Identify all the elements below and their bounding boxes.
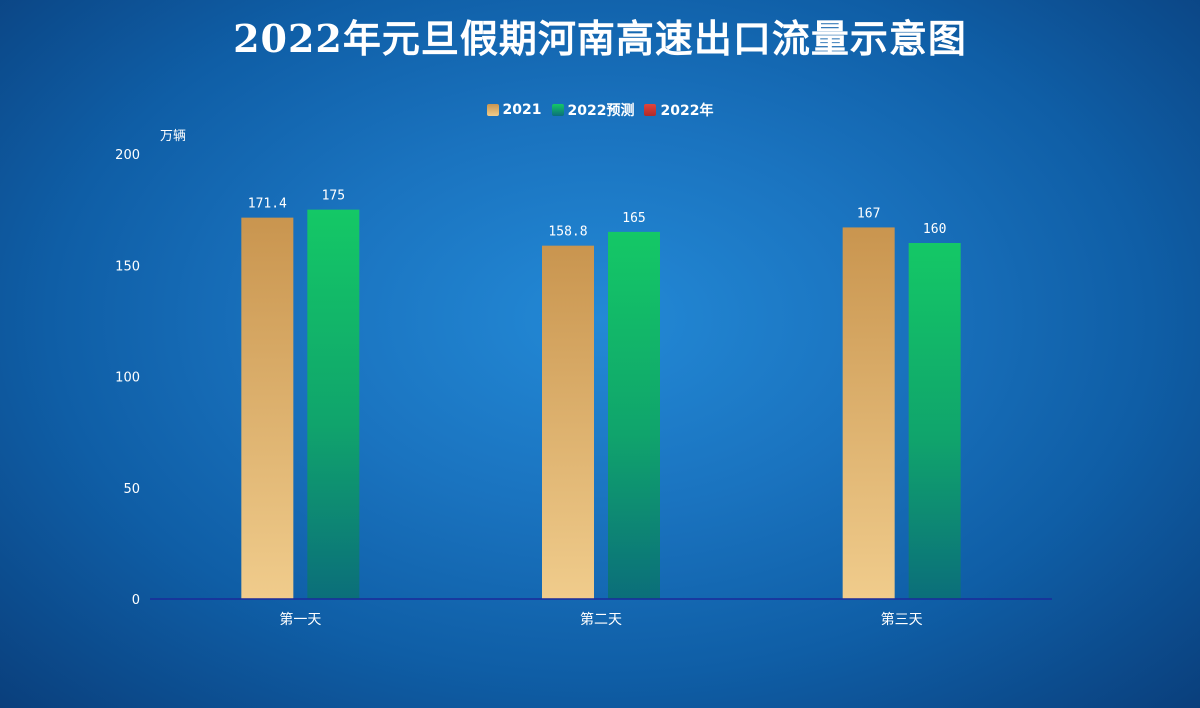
- bar-value-label: 158.8: [548, 225, 587, 240]
- x-axis-labels: 第一天 第二天 第三天: [279, 611, 922, 628]
- bar-2022-forecast-3[interactable]: [908, 243, 961, 599]
- y-axis-unit-label: 万辆: [160, 129, 187, 144]
- legend-label-2022-forecast: 2022预测: [567, 103, 635, 119]
- bar-value-label: 167: [857, 206, 880, 221]
- y-tick-label: 0: [132, 593, 140, 608]
- y-tick-label: 50: [123, 482, 140, 497]
- y-tick-label: 150: [115, 259, 140, 274]
- x-tick-label: 第一天: [279, 611, 321, 628]
- legend-item-2022-forecast[interactable]: 2022预测: [551, 100, 635, 120]
- x-tick-label: 第三天: [881, 611, 923, 628]
- value-labels-group: 171.4 175 158.8 165 167 160: [248, 189, 947, 240]
- legend-swatch-2022-actual: [644, 104, 657, 116]
- bar-2021-1[interactable]: [241, 217, 294, 599]
- legend-swatch-2022-forecast: [551, 104, 564, 116]
- y-tick-label: 100: [115, 371, 140, 386]
- legend-label-2022-actual: 2022年: [660, 103, 714, 119]
- chart-title: 2022年元旦假期河南高速出口流量示意图: [233, 16, 967, 61]
- x-tick-label: 第二天: [580, 611, 622, 628]
- legend-item-2021[interactable]: 2021: [486, 100, 542, 120]
- legend-swatch-2021: [486, 104, 499, 116]
- legend: 2021 2022预测 2022年: [0, 100, 1200, 120]
- bar-2021-2[interactable]: [542, 245, 594, 600]
- bar-value-label: 175: [322, 189, 345, 204]
- legend-label-2021: 2021: [502, 102, 542, 118]
- bar-2022-forecast-1[interactable]: [307, 209, 360, 599]
- bars-group: [241, 209, 961, 600]
- bar-value-label: 171.4: [248, 197, 287, 212]
- legend-item-2022-actual[interactable]: 2022年: [644, 100, 713, 120]
- bar-2021-3[interactable]: [842, 227, 895, 600]
- bar-value-label: 165: [622, 211, 645, 226]
- y-axis-ticks: 0 50 100 150 200: [115, 148, 140, 608]
- y-tick-label: 200: [115, 148, 140, 163]
- bar-value-label: 160: [923, 222, 946, 237]
- bar-2022-forecast-2[interactable]: [608, 231, 660, 599]
